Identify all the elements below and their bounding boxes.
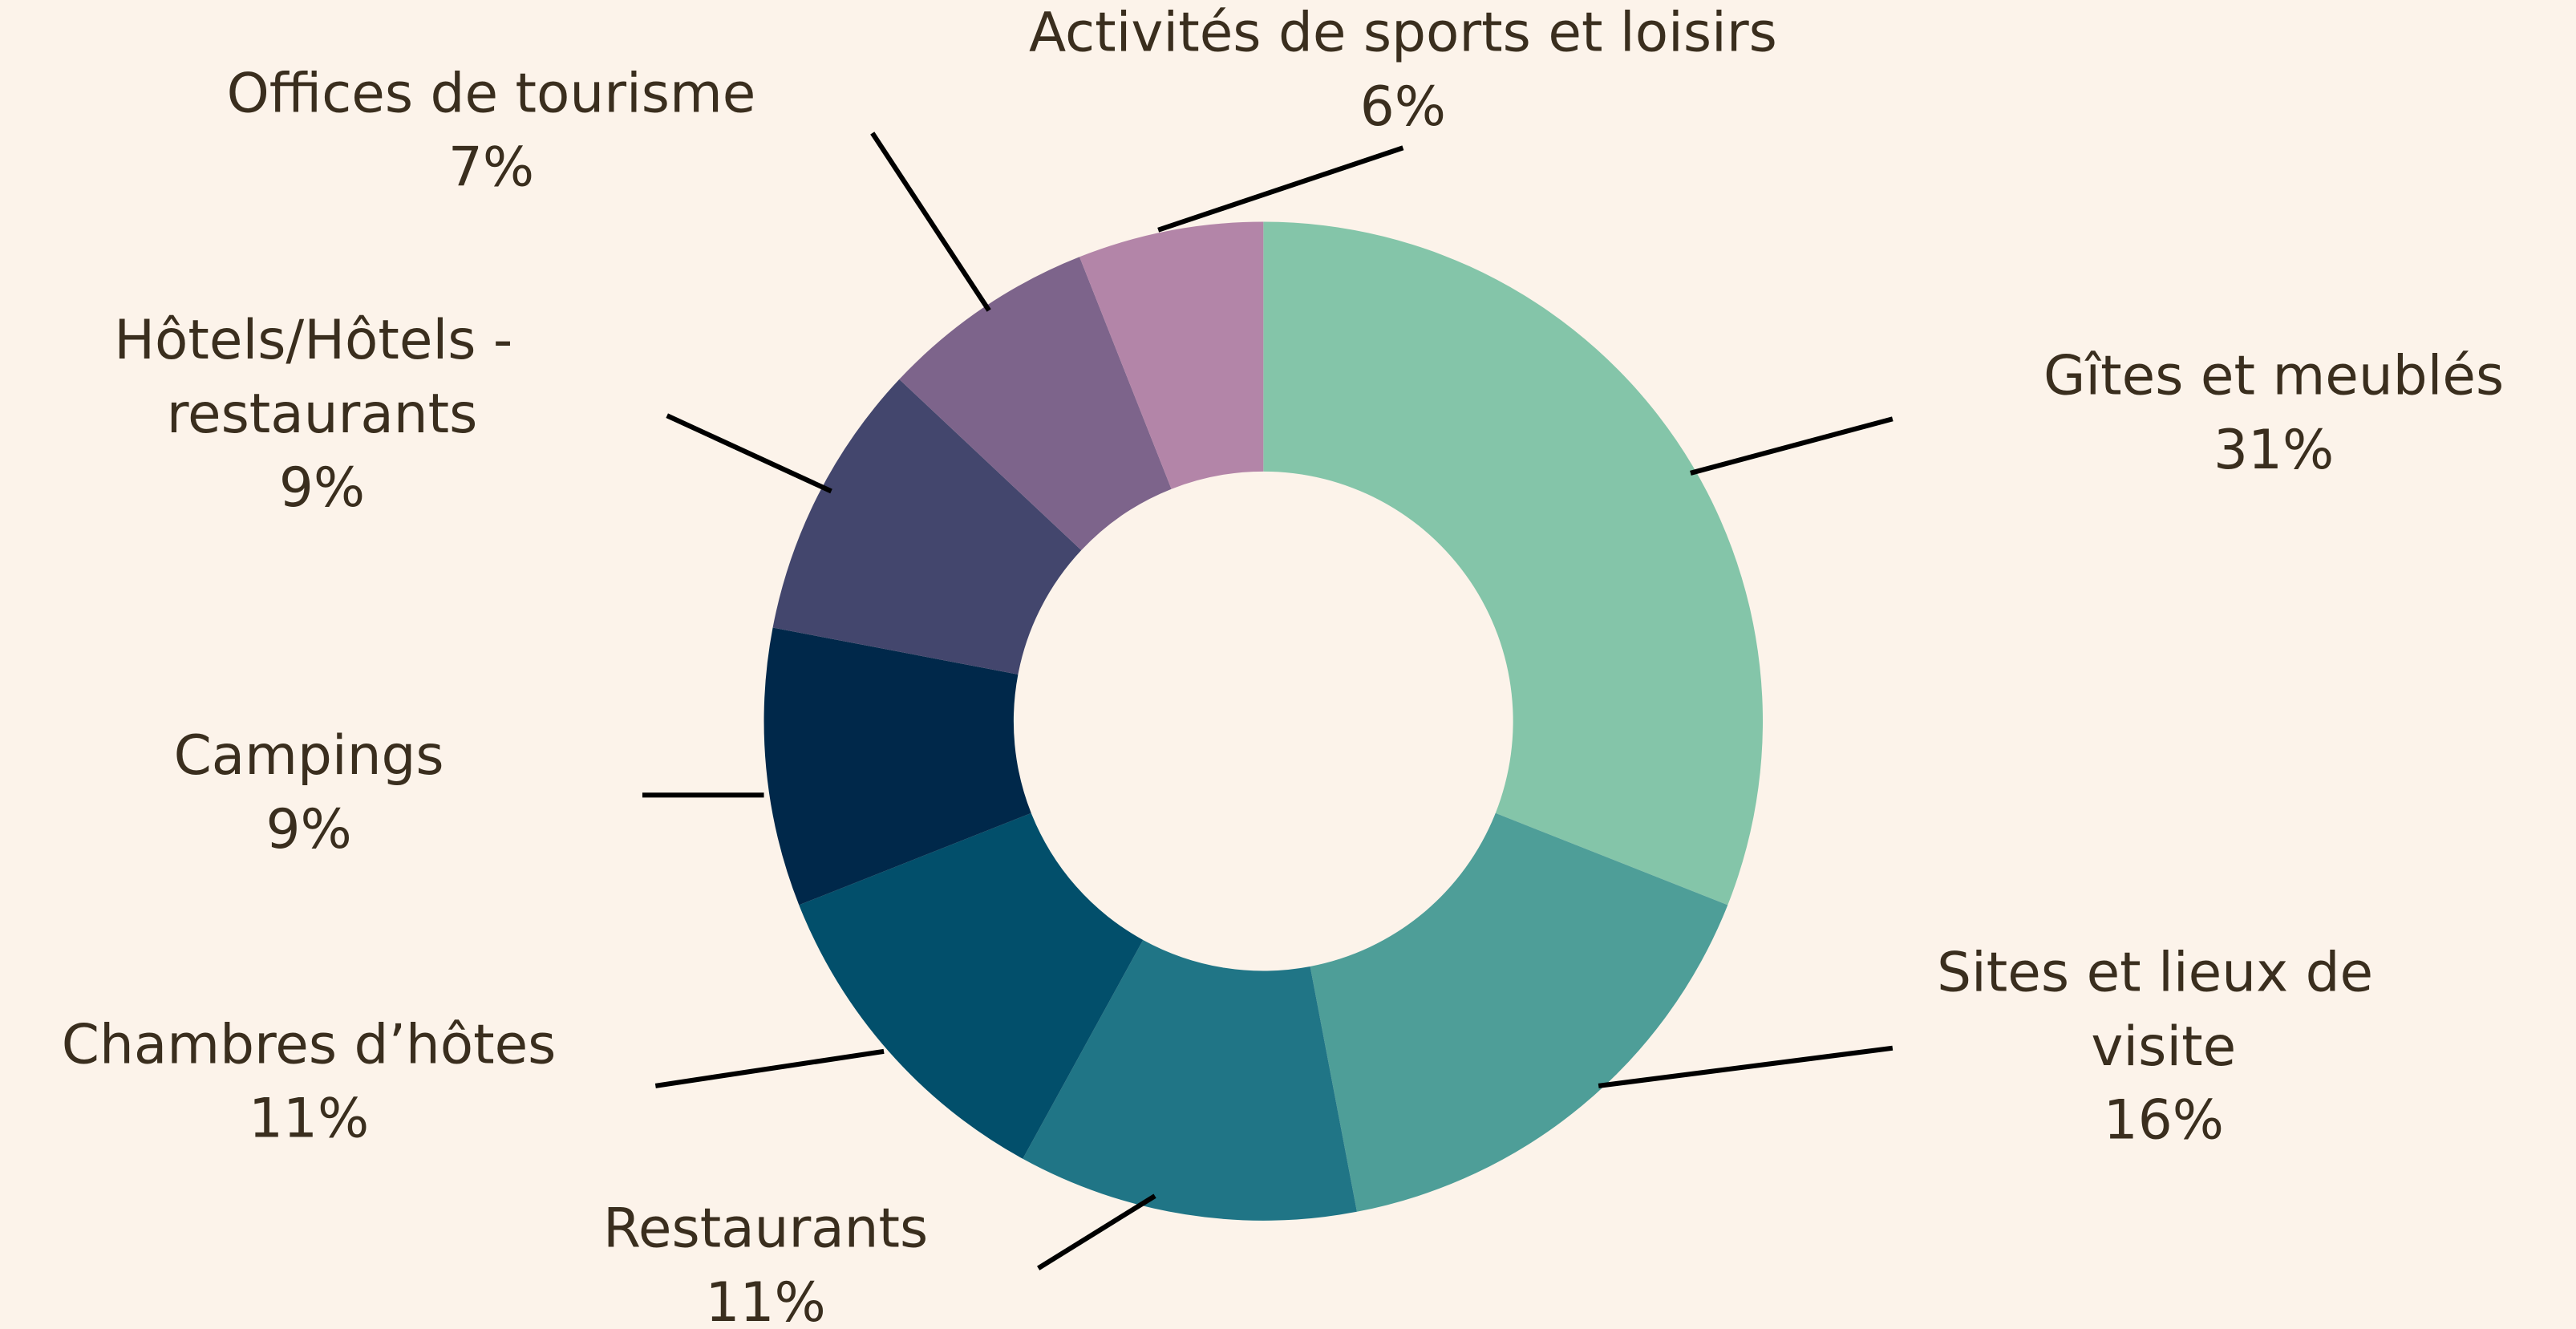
slice-label: Chambres d’hôtes [62,1012,557,1076]
donut-slice [1310,812,1728,1212]
donut-slice [1263,221,1764,906]
slice-value-label: 11% [249,1086,369,1149]
slice-value-label: 31% [2213,418,2334,481]
slice-value-label: 7% [448,136,534,199]
leader-line [1157,145,1404,233]
leader-line [1598,1045,1894,1088]
slice-label: Hôtels/Hôtels - restaurants [114,308,530,445]
leader-line [1037,1193,1156,1270]
leader-line [1690,416,1894,476]
donut-slice [763,627,1031,906]
donut-slice [899,257,1172,551]
slice-value-label: 6% [1360,75,1446,138]
slice-label: Sites et lieux de visite [1937,940,2390,1077]
slice-value-label: 16% [2104,1088,2224,1152]
donut-slice [1079,221,1264,489]
leader-line [666,413,832,494]
slice-label: Offices de tourisme [227,61,756,124]
slice-label: Campings [174,723,444,787]
slice-label: Gîtes et meublés [2043,344,2504,407]
slice-label: Restaurants [603,1197,928,1260]
leader-line [654,1048,885,1088]
leader-line [870,132,991,312]
slice-label: Activités de sports et loisirs [1029,1,1777,64]
slice-value-label: 9% [265,797,351,861]
donut-slice [799,812,1144,1159]
slice-value-label: 11% [705,1270,825,1329]
donut-slice [772,379,1082,675]
donut-slice [1023,939,1357,1221]
slice-value-label: 9% [279,456,365,519]
